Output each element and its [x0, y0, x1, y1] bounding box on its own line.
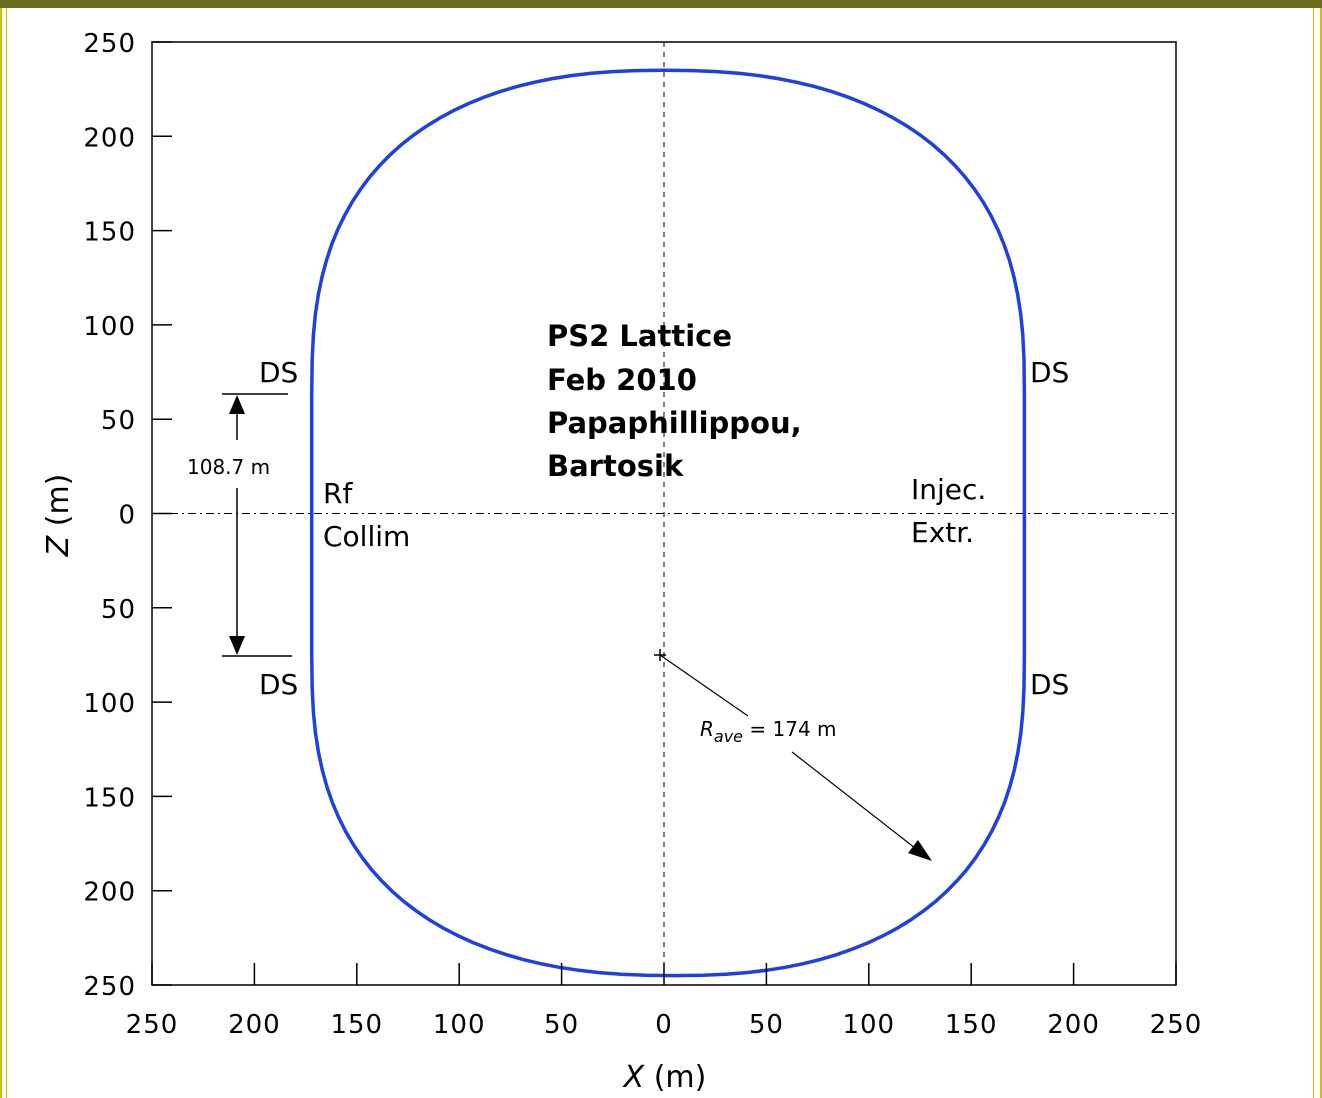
y-tick-label: 200: [83, 123, 136, 153]
x-tick-label: 50: [749, 1010, 784, 1040]
y-tick-label: 50: [101, 406, 136, 436]
y-tick-label: 250: [83, 29, 136, 59]
x-tick-label: 250: [1150, 1010, 1203, 1040]
slide-frame: [0, 8, 1322, 1098]
straight-length-label: 108.7 m: [187, 455, 270, 479]
arrowhead-down: [229, 636, 245, 655]
x-axis-unit: (m): [644, 1060, 706, 1095]
radius-line-lower: [791, 751, 916, 849]
annotations: PS2 Lattice Feb 2010 Papaphillippou, Bar…: [41, 319, 1069, 1095]
x-tick-label: 200: [1047, 1010, 1100, 1040]
y-tick-label: 0: [118, 501, 136, 531]
y-tick-label: 200: [83, 878, 136, 908]
radius-label: Rave = 174 m: [700, 717, 837, 746]
frame-right-line: [1313, 8, 1314, 1098]
x-axis-title: X (m): [622, 1060, 707, 1095]
x-tick-label: 50: [544, 1010, 579, 1040]
reference-lines: [152, 42, 1176, 985]
left-section-label-1: Rf: [323, 477, 353, 510]
right-section-label-2: Extr.: [911, 516, 974, 549]
y-axis-var: Z: [41, 534, 76, 557]
top-banner-bar: [0, 0, 1322, 8]
lattice-title-line-4: Bartosik: [547, 449, 684, 483]
arrowhead-up: [229, 395, 245, 414]
x-tick-label: 100: [842, 1010, 895, 1040]
y-axis-unit: (m): [41, 474, 76, 536]
lattice-title-line-2: Feb 2010: [547, 363, 697, 397]
x-tick-label: 100: [433, 1010, 486, 1040]
x-axis-var: X: [622, 1060, 646, 1095]
frame-left-line: [6, 8, 7, 1098]
ticks: 250 200 150 100 50 0 50 100 150 200 250 250 200 150 10…: [83, 29, 1203, 1040]
y-tick-label: 100: [83, 312, 136, 342]
radius-arrowhead: [908, 840, 932, 861]
lattice-title-line-1: PS2 Lattice: [547, 319, 732, 353]
ds-label-bottom-right: DS: [1030, 668, 1069, 701]
y-tick-label: 100: [83, 689, 136, 719]
y-tick-label: 250: [83, 972, 136, 1002]
x-tick-label: 250: [126, 1010, 179, 1040]
ds-label-top-left: DS: [259, 356, 298, 389]
radius-symbol: R: [700, 717, 714, 741]
ring-series: [309, 68, 1027, 978]
radius-line-upper: [659, 654, 749, 717]
ring-curve: [309, 68, 1027, 978]
y-tick-label: 150: [83, 783, 136, 813]
y-tick-label: 150: [83, 218, 136, 248]
x-tick-label: 200: [228, 1010, 281, 1040]
left-section-label-2: Collim: [323, 520, 410, 553]
y-tick-label: 50: [101, 595, 136, 625]
ds-label-bottom-left: DS: [259, 668, 298, 701]
radius-value: = 174 m: [743, 717, 837, 741]
x-tick-label: 0: [655, 1010, 673, 1040]
right-section-label-1: Injec.: [911, 473, 986, 506]
x-tick-label: 150: [945, 1010, 998, 1040]
ds-label-top-right: DS: [1030, 356, 1069, 389]
lattice-title-line-3: Papaphillippou,: [547, 406, 802, 440]
radius-subscript: ave: [714, 727, 743, 746]
y-axis-title: Z (m): [41, 474, 76, 558]
x-tick-label: 150: [330, 1010, 383, 1040]
